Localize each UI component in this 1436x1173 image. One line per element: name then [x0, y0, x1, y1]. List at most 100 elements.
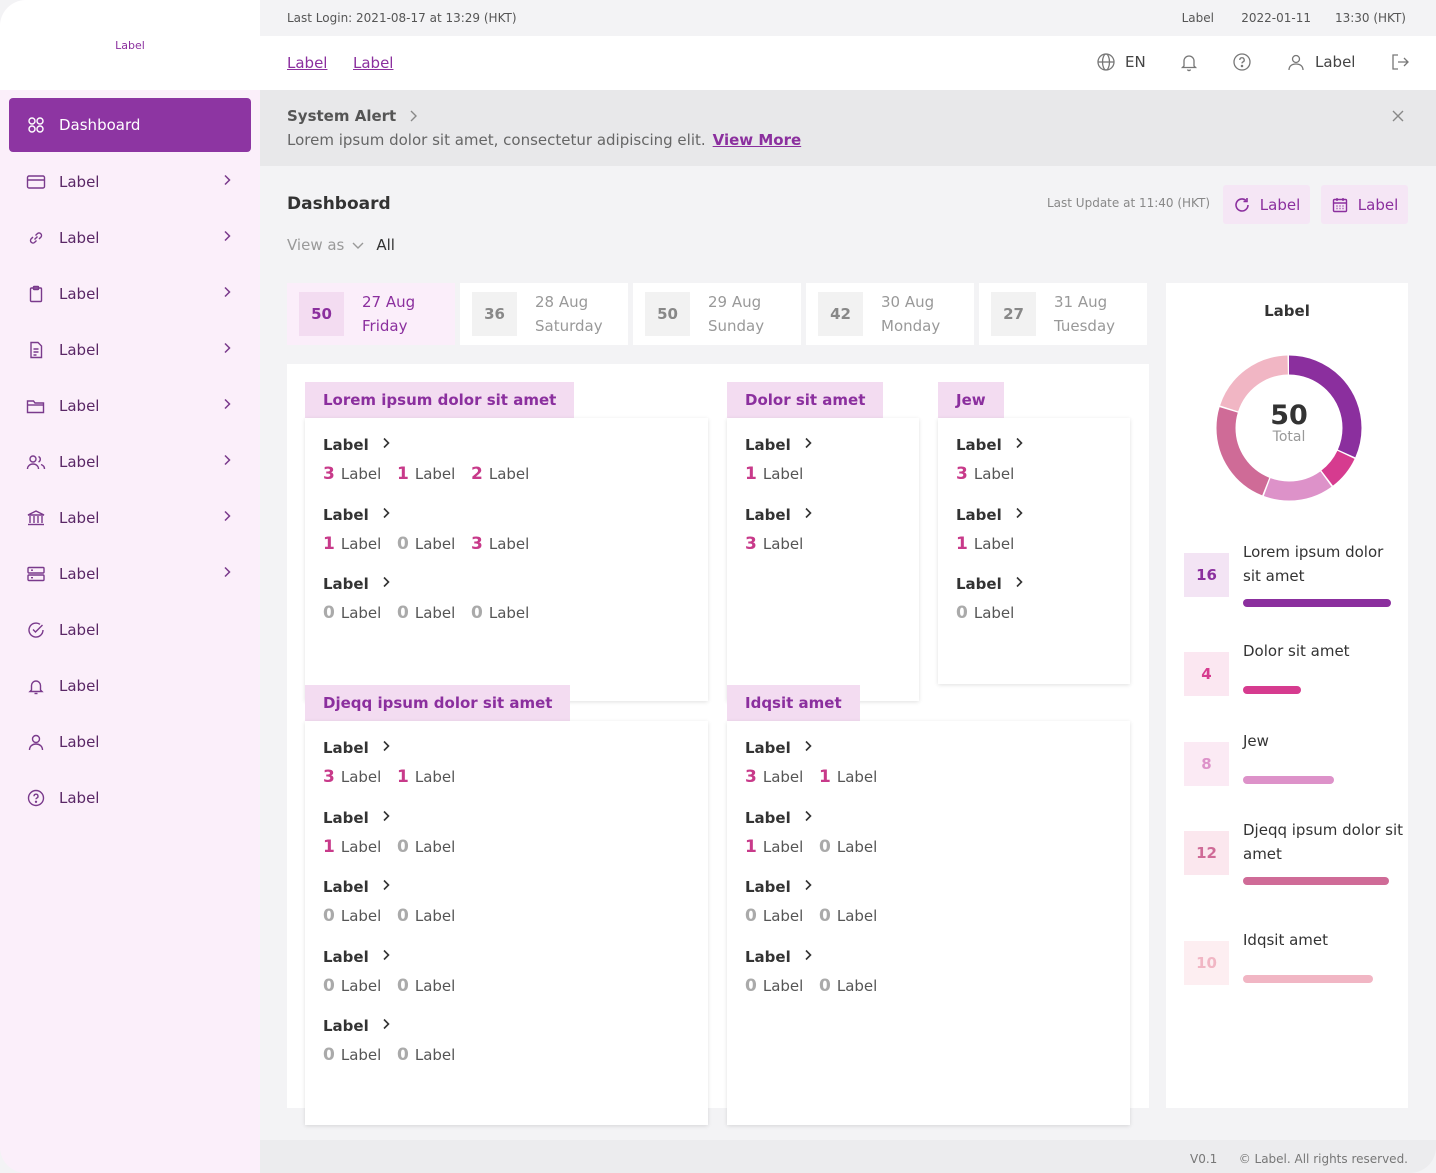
- sidebar-item[interactable]: Label: [9, 714, 251, 770]
- sidebar-item[interactable]: Label: [9, 490, 251, 546]
- group-title: Label: [745, 947, 791, 966]
- group-title: Label: [323, 436, 369, 454]
- view-as-select[interactable]: View as All: [287, 236, 395, 254]
- chevron-right-icon: [369, 506, 393, 524]
- alert-title[interactable]: System Alert: [287, 107, 422, 125]
- group-title-link[interactable]: Label: [323, 807, 471, 829]
- donut-total: 50 Total: [1166, 400, 1412, 445]
- sidebar-item[interactable]: Label: [9, 154, 251, 210]
- top-info-bar: Last Login: 2021-08-17 at 13:29 (HKT) La…: [260, 0, 1436, 36]
- card-group: Label 3 Label: [956, 434, 1030, 484]
- help-button[interactable]: [1232, 52, 1252, 72]
- view-more-link[interactable]: View More: [712, 131, 802, 149]
- header-link-1[interactable]: Label: [287, 54, 328, 72]
- group-value-label: Label: [340, 1046, 382, 1065]
- group-value-label: Label: [340, 465, 382, 483]
- sidebar-item[interactable]: Label: [9, 322, 251, 378]
- date-tab[interactable]: 50 29 Aug Sunday: [633, 283, 801, 345]
- sidebar-item-label: Label: [59, 229, 100, 247]
- group-value-count: 0: [323, 603, 335, 624]
- group-title: Label: [323, 878, 369, 897]
- user-menu[interactable]: Label: [1286, 52, 1355, 72]
- date-tab-day: Sunday: [708, 317, 765, 335]
- group-value-label: Label: [762, 837, 804, 856]
- legend-count: 12: [1184, 831, 1229, 875]
- logout-button[interactable]: [1390, 52, 1410, 72]
- date-tab-count: 50: [645, 292, 690, 336]
- sidebar-item-label: Dashboard: [59, 116, 141, 134]
- sidebar-item[interactable]: Label: [9, 266, 251, 322]
- legend-name: Djeqq ipsum dolor sit amet: [1243, 821, 1403, 863]
- group-title-link[interactable]: Label: [745, 876, 893, 898]
- legend-bar: [1243, 599, 1391, 607]
- sidebar-item[interactable]: Label: [9, 602, 251, 658]
- alert-close-button[interactable]: [1390, 108, 1406, 128]
- sidebar-item-dashboard[interactable]: Dashboard: [9, 98, 251, 152]
- sidebar-item[interactable]: Label: [9, 434, 251, 490]
- group-title-link[interactable]: Label: [956, 504, 1030, 526]
- sidebar-item[interactable]: Label: [9, 378, 251, 434]
- group-title-link[interactable]: Label: [323, 1015, 471, 1037]
- group-title-link[interactable]: Label: [745, 434, 819, 456]
- copyright: © Label. All rights reserved.: [1238, 1152, 1408, 1166]
- group-title-link[interactable]: Label: [323, 434, 545, 456]
- group-title: Label: [323, 505, 369, 524]
- sidebar-item[interactable]: Label: [9, 658, 251, 714]
- group-title-link[interactable]: Label: [745, 504, 819, 526]
- group-value: 3 Label: [956, 464, 1030, 484]
- clipboard-icon: [26, 284, 46, 304]
- group-title-link[interactable]: Label: [323, 876, 471, 898]
- group-title-link[interactable]: Label: [323, 946, 471, 968]
- document-icon: [26, 340, 46, 360]
- group-value: 3 Label: [323, 464, 397, 484]
- group-title-link[interactable]: Label: [323, 573, 545, 595]
- date-tab-date: 29 Aug: [708, 293, 762, 311]
- group-value-count: 0: [397, 1045, 409, 1066]
- date-tab-count: 36: [472, 292, 517, 336]
- date-tab-day: Saturday: [535, 317, 603, 335]
- check-circle-icon: [26, 620, 46, 640]
- legend-bar: [1243, 877, 1389, 885]
- sidebar-item[interactable]: Label: [9, 546, 251, 602]
- current-time: 13:30 (HKT): [1334, 11, 1406, 25]
- date-tab[interactable]: 27 31 Aug Tuesday: [979, 283, 1147, 345]
- card-tab-title: Dolor sit amet: [727, 382, 884, 418]
- header-link-2[interactable]: Label: [353, 54, 394, 72]
- chevron-right-icon: [1002, 436, 1026, 454]
- group-title-link[interactable]: Label: [323, 504, 545, 526]
- group-title-link[interactable]: Label: [745, 737, 893, 759]
- sidebar-item[interactable]: Label: [9, 770, 251, 826]
- group-title: Label: [745, 808, 791, 827]
- legend-count: 16: [1184, 553, 1229, 597]
- language-switch[interactable]: EN: [1096, 52, 1146, 72]
- date-tab[interactable]: 50 27 Aug Friday: [287, 283, 455, 345]
- group-value: 1 Label: [745, 464, 819, 484]
- card-group: Label 0 Label 0 Label: [745, 946, 893, 996]
- group-value-label: Label: [414, 534, 456, 553]
- dashboard-icon: [26, 115, 46, 135]
- legend-name: Idqsit amet: [1243, 931, 1329, 949]
- group-value-count: 3: [323, 464, 335, 484]
- calendar-button[interactable]: Label: [1321, 185, 1408, 224]
- group-value: 0 Label: [397, 906, 471, 926]
- sidebar-item[interactable]: Label: [9, 210, 251, 266]
- alert-title-text: System Alert: [287, 107, 397, 125]
- group-value-label: Label: [414, 907, 456, 926]
- group-value-count: 1: [819, 767, 831, 787]
- date-tab[interactable]: 36 28 Aug Saturday: [460, 283, 628, 345]
- sidebar-item-label: Label: [59, 621, 100, 639]
- group-value-count: 1: [323, 836, 335, 857]
- refresh-button[interactable]: Label: [1223, 185, 1310, 224]
- group-title-link[interactable]: Label: [323, 737, 471, 759]
- group-title-link[interactable]: Label: [956, 434, 1030, 456]
- group-title-link[interactable]: Label: [745, 807, 893, 829]
- group-title-link[interactable]: Label: [956, 573, 1030, 595]
- notifications-button[interactable]: [1179, 52, 1199, 72]
- date-tab[interactable]: 42 30 Aug Monday: [806, 283, 974, 345]
- group-title-link[interactable]: Label: [745, 946, 893, 968]
- group-value: 0 Label: [956, 603, 1030, 623]
- view-as-value: All: [376, 236, 395, 254]
- group-value: 0 Label: [745, 906, 819, 926]
- total-label: Total: [1272, 429, 1306, 445]
- sidebar-item-label: Label: [59, 453, 100, 471]
